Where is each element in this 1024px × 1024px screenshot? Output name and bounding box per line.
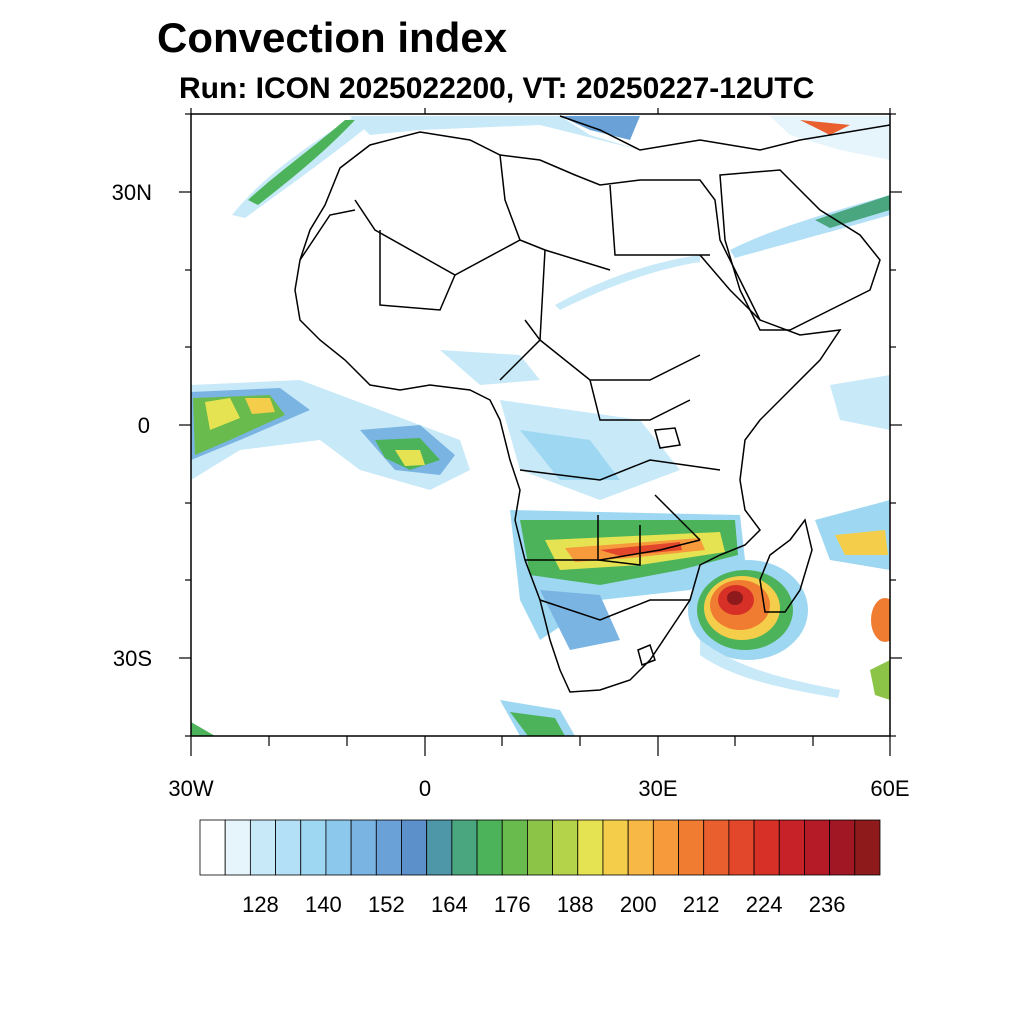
field-mideast-green <box>815 195 890 228</box>
field-io-se <box>870 660 890 700</box>
field-ne-red <box>800 120 850 135</box>
colorbar-swatch <box>728 819 755 876</box>
madagascar <box>759 518 813 613</box>
lon-label-30w: 30W <box>168 776 213 801</box>
lesotho <box>637 643 656 666</box>
border-8 <box>519 459 721 481</box>
colorbar-swatch <box>527 819 553 876</box>
field-gulf-guinea-yellow <box>395 450 425 466</box>
colorbar-swatch <box>325 819 352 876</box>
lat-label-30n: 30N <box>112 180 152 205</box>
border-6 <box>499 319 541 381</box>
colorbar-tick-label: 164 <box>431 892 468 917</box>
colorbar-swatch <box>602 819 629 876</box>
colorbar-swatch <box>753 819 780 876</box>
border-12 <box>654 494 701 541</box>
border-10 <box>539 599 690 621</box>
colorbar-swatch <box>224 819 251 876</box>
coastline-layer <box>294 115 890 693</box>
colorbar-swatch <box>804 819 831 876</box>
colorbar-swatch <box>627 819 654 876</box>
lat-label-30s: 30S <box>113 646 152 671</box>
lon-ticks <box>190 108 891 756</box>
field-atl-yellow2 <box>245 398 275 414</box>
lake-victoria <box>654 427 681 449</box>
colorbar-tick-label: 224 <box>746 892 783 917</box>
border-7 <box>589 379 691 421</box>
border-2 <box>354 199 521 276</box>
border-3 <box>379 230 456 311</box>
colorbar-tick-label: 152 <box>368 892 405 917</box>
field-satl-green <box>510 712 565 736</box>
colorbar-swatch <box>275 819 302 876</box>
field-ne-corner <box>770 116 890 160</box>
colorbar-swatch <box>476 819 503 876</box>
arabia <box>719 169 881 331</box>
chart-title: Convection index <box>157 14 508 61</box>
chart-subtitle: Run: ICON 2025022200, VT: 20250227-12UTC <box>179 72 815 105</box>
field-congo-blue <box>520 430 620 480</box>
convection-field <box>191 116 890 736</box>
colorbar-swatch <box>350 819 377 876</box>
field-nw-band-green <box>248 120 355 205</box>
colorbar-swatch <box>199 819 226 876</box>
field-cyclone-tail <box>700 640 840 698</box>
colorbar-swatch <box>375 819 402 876</box>
colorbar-tick-label: 200 <box>620 892 657 917</box>
colorbar-swatch <box>577 819 604 876</box>
colorbar-tick-label: 140 <box>305 892 342 917</box>
colorbar-swatch <box>854 819 881 876</box>
colorbar-swatch <box>249 819 276 876</box>
colorbar <box>199 819 881 876</box>
colorbar-tick-label: 236 <box>809 892 846 917</box>
field-io-east <box>871 598 890 642</box>
europe <box>559 115 890 151</box>
border-4 <box>609 184 710 256</box>
field-med-blue <box>560 116 640 140</box>
field-atl-yellow <box>205 398 240 430</box>
colorbar-swatch <box>300 819 327 876</box>
field-saf-red <box>600 542 682 556</box>
field-sw-corner <box>191 722 215 736</box>
colorbar-swatch <box>678 819 705 876</box>
lon-label-60e: 60E <box>870 776 909 801</box>
colorbar-swatch <box>401 819 428 876</box>
colorbar-swatch <box>778 819 805 876</box>
colorbar-swatch <box>552 819 579 876</box>
colorbar-tick-label: 188 <box>557 892 594 917</box>
border-11 <box>597 515 641 566</box>
colorbar-swatch <box>426 819 453 876</box>
colorbar-swatch <box>451 819 478 876</box>
lat-ticks <box>179 113 902 737</box>
border-9 <box>525 539 701 561</box>
lon-label-30e: 30E <box>638 776 677 801</box>
lat-label-0: 0 <box>138 413 150 438</box>
field-io-mid-yellow <box>835 530 888 555</box>
colorbar-tick-label: 128 <box>242 892 279 917</box>
colorbar-labels: 128 140 152 164 176 188 200 212 224 236 <box>242 892 845 917</box>
colorbar-swatch <box>829 819 856 876</box>
field-wafrica <box>440 350 540 385</box>
colorbar-swatch <box>703 819 730 876</box>
colorbar-tick-label: 176 <box>494 892 531 917</box>
field-sahara-streak <box>555 255 700 310</box>
field-cyclone-core <box>727 591 743 605</box>
colorbar-swatch <box>652 819 679 876</box>
field-saf-south <box>540 590 620 650</box>
field-med <box>350 116 640 150</box>
colorbar-tick-label: 212 <box>683 892 720 917</box>
field-io-north <box>830 375 890 430</box>
colorbar-swatch <box>501 819 528 876</box>
border-13 <box>299 209 356 261</box>
border-14 <box>699 254 761 321</box>
lon-label-0: 0 <box>419 776 431 801</box>
